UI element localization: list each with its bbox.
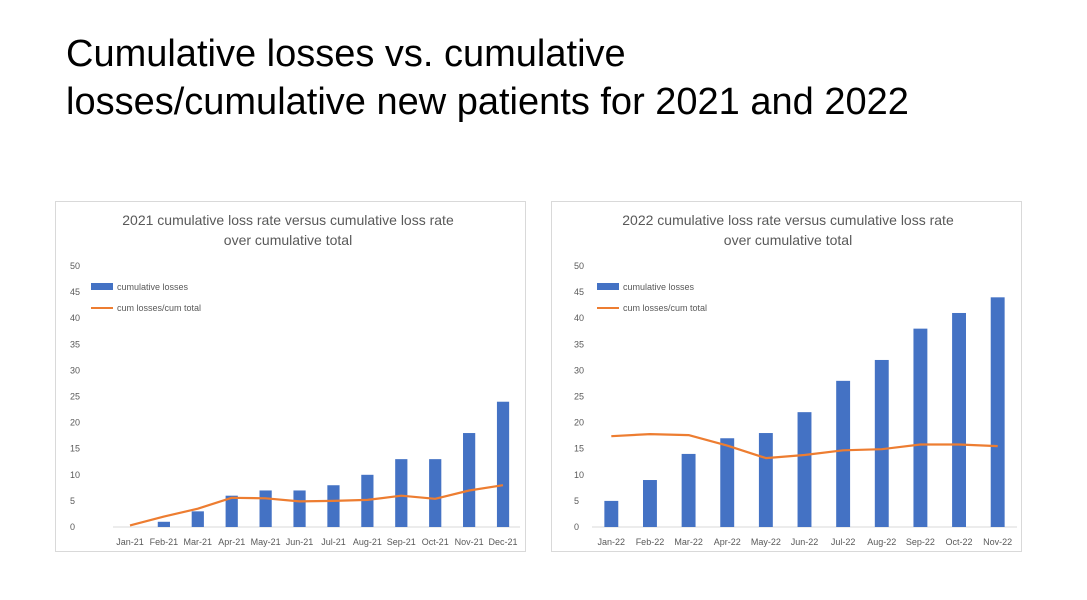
legend-bar-swatch (91, 283, 113, 290)
chart-2022-svg: 2022 cumulative loss rate versus cumulat… (574, 212, 1017, 547)
bar (797, 412, 812, 527)
x-tick-label: Aug-21 (353, 537, 382, 547)
y-tick-label: 10 (574, 470, 584, 480)
bar (720, 438, 735, 527)
chart-2021-title-line-2: over cumulative total (224, 232, 352, 248)
legend-label: cumulative losses (623, 282, 695, 292)
y-tick-label: 15 (70, 444, 80, 454)
bar (496, 401, 510, 527)
x-tick-label: Apr-21 (218, 537, 245, 547)
bar (874, 359, 889, 527)
chart-2022-title: 2022 cumulative loss rate versus cumulat… (622, 212, 954, 228)
y-tick-label: 10 (70, 470, 80, 480)
y-tick-label: 0 (574, 522, 579, 532)
x-tick-label: Aug-22 (867, 537, 896, 547)
bar (836, 380, 851, 527)
legend-label: cumulative losses (117, 282, 189, 292)
x-tick-label: Jul-22 (831, 537, 856, 547)
bar (293, 490, 306, 527)
y-tick-label: 15 (574, 444, 584, 454)
y-tick-label: 50 (70, 261, 80, 271)
y-tick-label: 40 (70, 313, 80, 323)
legend-label: cum losses/cum total (623, 303, 707, 313)
bar (643, 480, 657, 527)
y-tick-label: 5 (70, 496, 75, 506)
y-tick-label: 30 (574, 365, 584, 375)
bar (191, 511, 204, 527)
line-series (129, 484, 504, 527)
bar (395, 459, 408, 527)
x-tick-label: Sep-22 (906, 537, 935, 547)
chart-2021: 2021 cumulative loss rate versus cumulat… (55, 201, 526, 552)
line-series (611, 433, 998, 460)
y-tick-label: 35 (70, 339, 80, 349)
x-tick-label: Nov-22 (983, 537, 1012, 547)
x-tick-label: Jan-22 (598, 537, 626, 547)
bar (758, 433, 773, 527)
bar (259, 490, 272, 527)
bar (990, 297, 1005, 527)
x-tick-label: May-21 (251, 537, 281, 547)
chart-2021-title: 2021 cumulative loss rate versus cumulat… (122, 212, 454, 228)
y-tick-label: 20 (574, 418, 584, 428)
x-tick-label: Oct-21 (422, 537, 449, 547)
bar (604, 500, 619, 527)
y-tick-label: 25 (574, 392, 584, 402)
bar (157, 521, 170, 527)
x-tick-label: Mar-22 (674, 537, 703, 547)
bar (463, 433, 476, 527)
y-tick-label: 50 (574, 261, 584, 271)
chart-2021-svg: 2021 cumulative loss rate versus cumulat… (70, 212, 520, 547)
x-tick-label: Nov-21 (455, 537, 484, 547)
x-tick-label: Sep-21 (387, 537, 416, 547)
y-tick-label: 0 (70, 522, 75, 532)
bar (429, 459, 442, 527)
y-tick-label: 45 (70, 287, 80, 297)
y-tick-label: 45 (574, 287, 584, 297)
slide-title-line-2: losses/cumulative new patients for 2021 … (66, 81, 909, 123)
x-tick-label: May-22 (751, 537, 781, 547)
y-tick-label: 20 (70, 418, 80, 428)
y-tick-label: 35 (574, 339, 584, 349)
bar (913, 328, 928, 527)
y-tick-label: 30 (70, 365, 80, 375)
x-tick-label: Feb-22 (636, 537, 665, 547)
x-tick-label: Jul-21 (321, 537, 346, 547)
chart-2022: 2022 cumulative loss rate versus cumulat… (551, 201, 1022, 552)
slide-title-line-1: Cumulative losses vs. cumulative (66, 33, 626, 75)
y-tick-label: 5 (574, 496, 579, 506)
x-tick-label: Jan-21 (116, 537, 144, 547)
x-tick-label: Jun-22 (791, 537, 819, 547)
x-tick-label: Jun-21 (286, 537, 314, 547)
chart-2022-title-line-2: over cumulative total (724, 232, 852, 248)
bar (327, 485, 340, 527)
legend-bar-swatch (597, 283, 619, 290)
x-tick-label: Apr-22 (714, 537, 741, 547)
slide-title: Cumulative losses vs. cumulative losses/… (66, 30, 1066, 126)
x-tick-label: Oct-22 (946, 537, 973, 547)
x-tick-label: Mar-21 (184, 537, 213, 547)
x-tick-label: Dec-21 (489, 537, 518, 547)
legend-label: cum losses/cum total (117, 303, 201, 313)
y-tick-label: 40 (574, 313, 584, 323)
bar (681, 453, 696, 527)
bar (952, 312, 966, 527)
x-tick-label: Feb-21 (150, 537, 179, 547)
y-tick-label: 25 (70, 392, 80, 402)
bar (225, 495, 238, 527)
